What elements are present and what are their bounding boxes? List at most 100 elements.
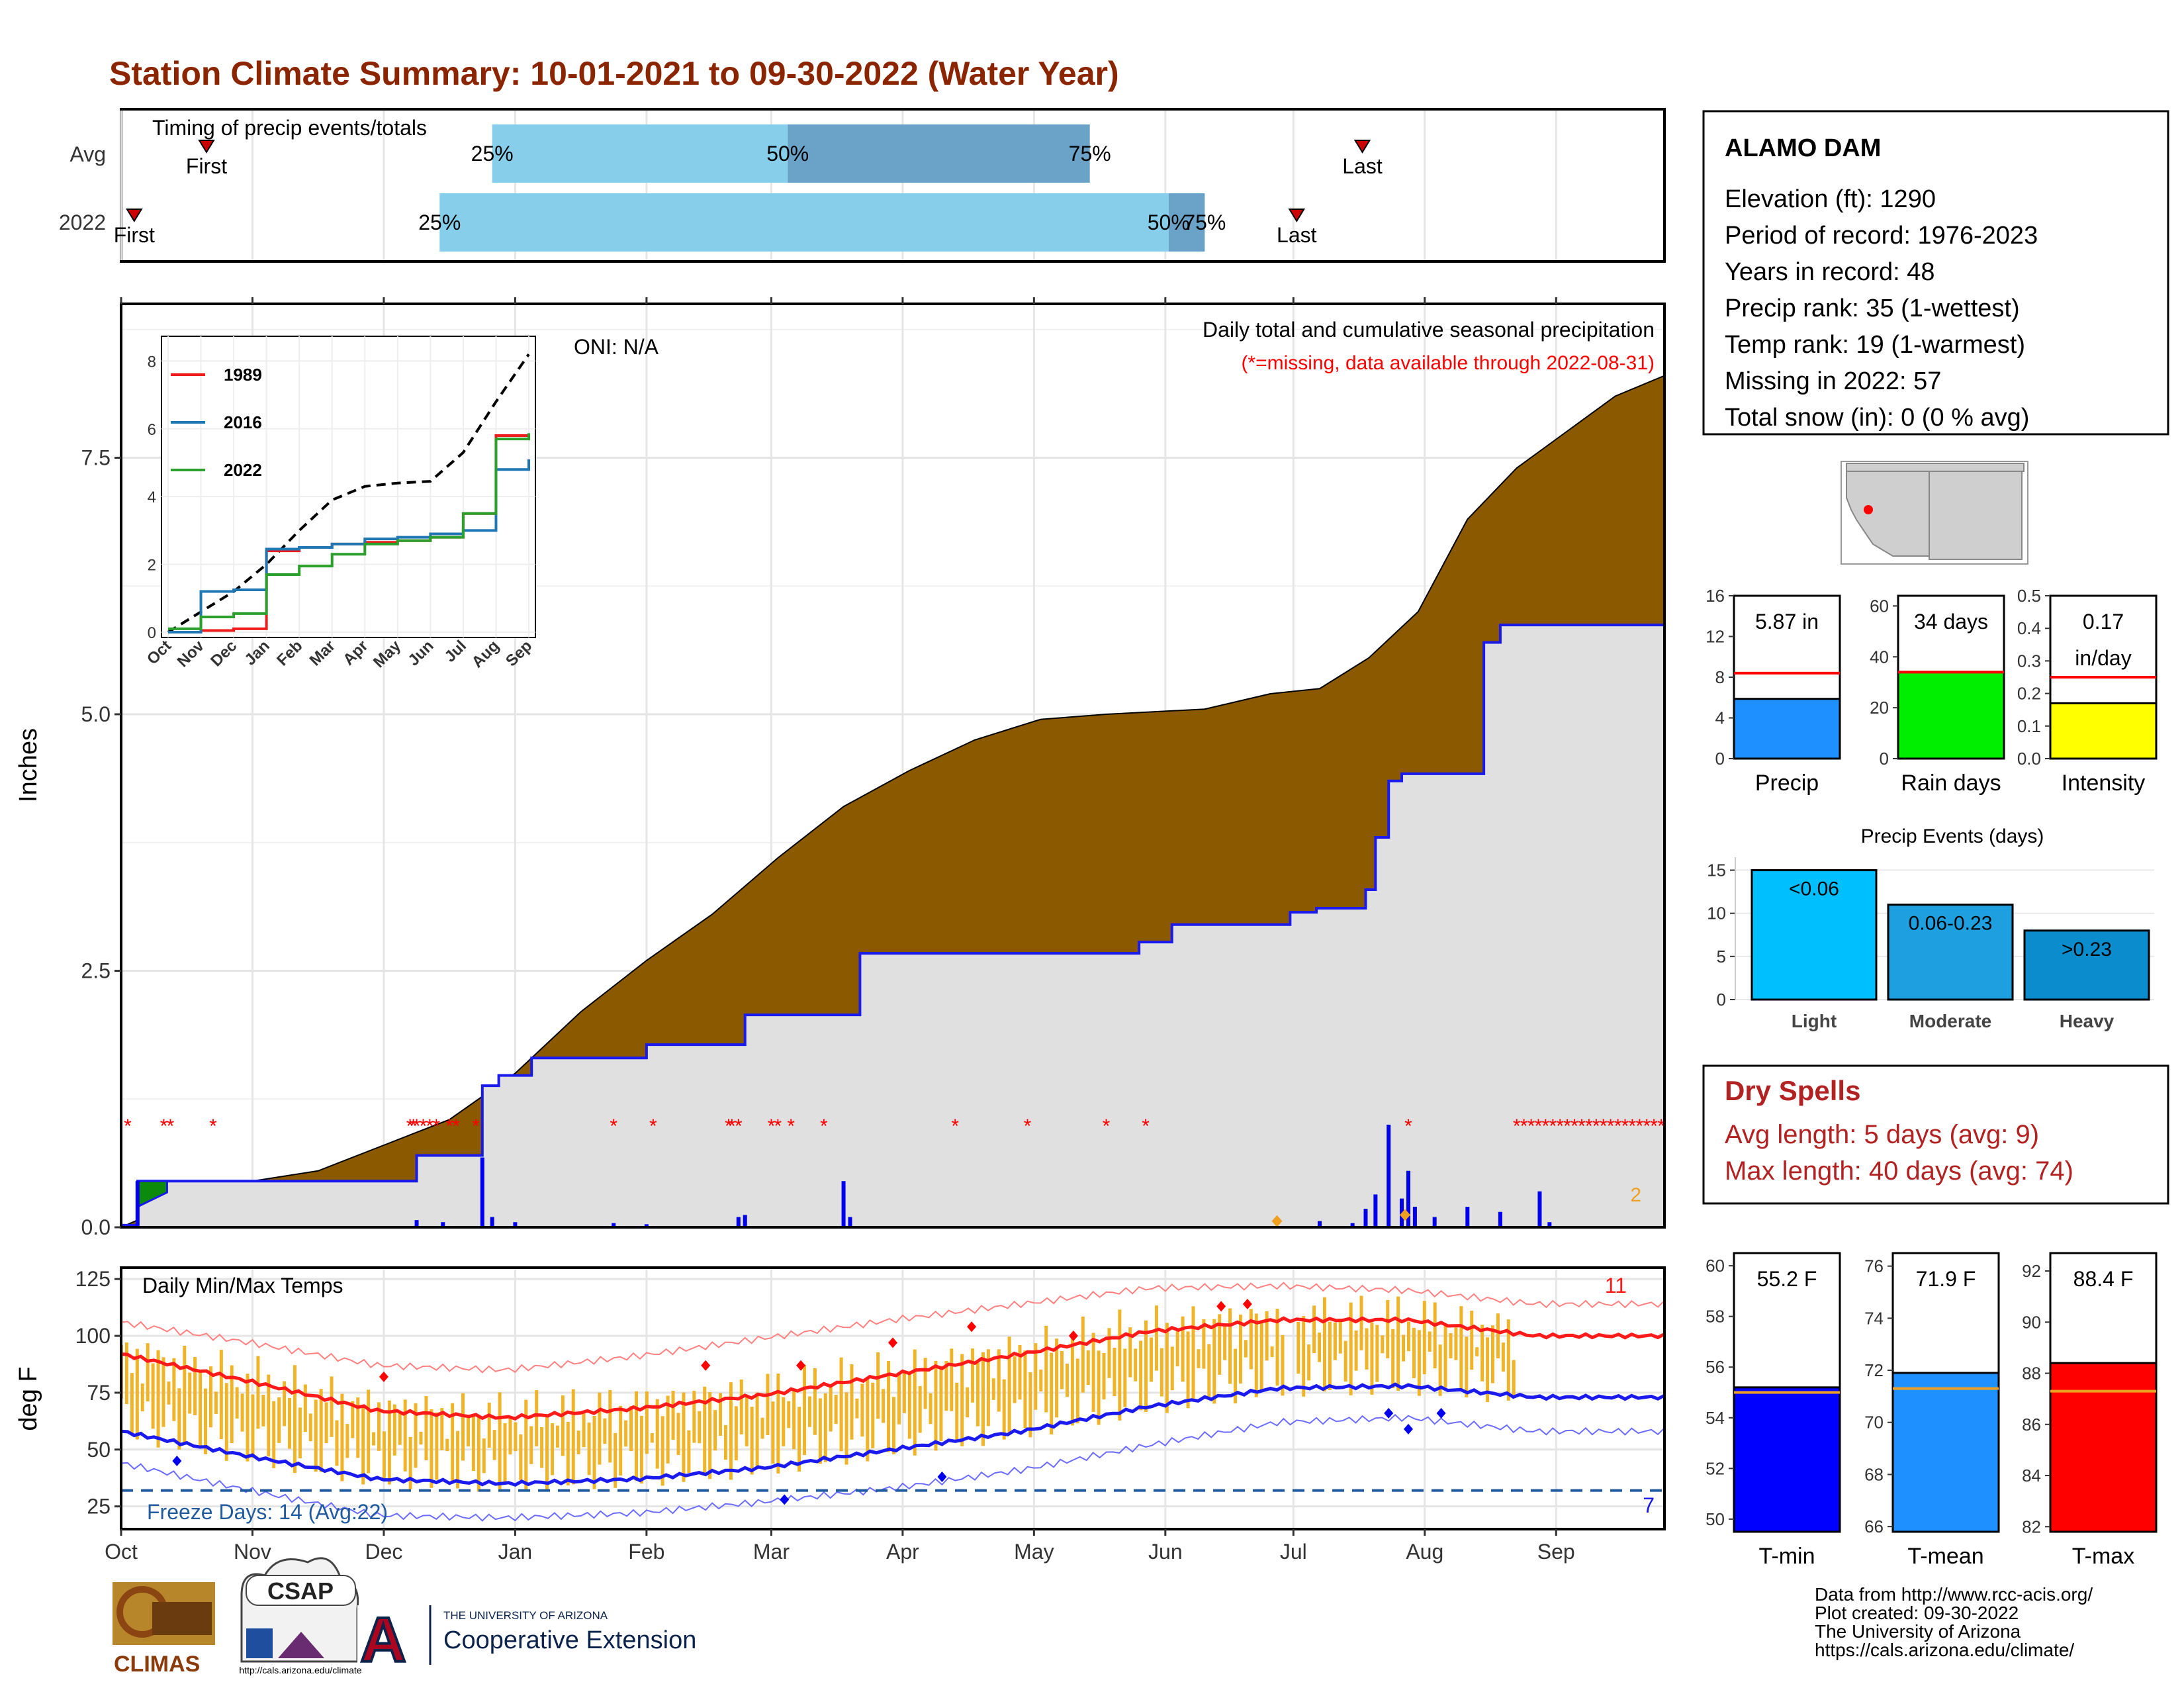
daily-temp-bar [1281, 1335, 1285, 1396]
daily-temp-bar [267, 1374, 271, 1457]
precip-heading: Daily total and cumulative seasonal prec… [1203, 318, 1655, 342]
inset-avg-line [167, 353, 530, 633]
daily-temp-bar [850, 1364, 854, 1440]
inset-ytick-label: 0 [148, 624, 156, 642]
tmin-summary-bar [1733, 1386, 1841, 1533]
daily-temp-bar [1028, 1372, 1032, 1438]
daily-temp-bar [882, 1389, 886, 1423]
daily-temp-bar [1312, 1305, 1316, 1354]
daily-temp-bar [866, 1378, 870, 1462]
daily-temp-bar [124, 1342, 128, 1405]
precip-summary-tick-label: 8 [1715, 667, 1725, 687]
precip-corner-count: 2 [1630, 1184, 1641, 1206]
dry-spells-max: Max length: 40 days (avg: 74) [1725, 1156, 2073, 1186]
intensity-summary-tick-label: 0.1 [2017, 716, 2041, 736]
month-label: Nov [234, 1540, 271, 1564]
daily-temp-bar [1018, 1344, 1022, 1400]
daily-temp-bar [456, 1430, 460, 1489]
daily-temp-bar [471, 1415, 475, 1471]
daily-temp-bar [1170, 1346, 1174, 1391]
daily-temp-bar [440, 1408, 444, 1450]
daily-temp-bar [1254, 1313, 1258, 1397]
missing-marker: * [820, 1115, 828, 1137]
daily-temp-bar [598, 1392, 602, 1465]
daily-temp-bar [461, 1393, 465, 1461]
tmax-summary-bar [2049, 1362, 2158, 1533]
daily-temp-bar [1375, 1325, 1379, 1382]
daily-temp-bar [676, 1413, 680, 1456]
daily-temp-bar [1234, 1348, 1238, 1404]
timing-band-25-50 [492, 124, 788, 183]
record-min-line [120, 1413, 1665, 1522]
daily-temp-bar [303, 1384, 307, 1432]
daily-temp-bar [981, 1352, 985, 1446]
daily-temp-bar [1202, 1319, 1206, 1369]
tmax-summary-tick-label: 82 [2022, 1517, 2041, 1536]
daily-temp-bar [803, 1364, 807, 1456]
daily-precip-bar [743, 1215, 747, 1227]
daily-temp-bar [1128, 1327, 1132, 1378]
daily-temp-bar [986, 1349, 990, 1427]
station-name: ALAMO DAM [1725, 134, 1881, 162]
tmax-summary-tick-label: 84 [2022, 1466, 2041, 1485]
daily-temp-bar [1002, 1379, 1006, 1440]
record-high-marker [967, 1321, 977, 1333]
daily-temp-bar [219, 1350, 223, 1439]
daily-temp-bar [1118, 1309, 1122, 1421]
daily-precip-bar [1498, 1211, 1502, 1227]
trace-marker [1271, 1215, 1283, 1227]
timing-last-label: Last [1277, 223, 1317, 247]
missing-marker: * [1585, 1115, 1593, 1137]
timing-pct-label: 75% [1183, 211, 1226, 234]
daily-temp-bar [639, 1415, 643, 1484]
daily-temp-bar [224, 1383, 228, 1461]
daily-temp-bar [734, 1406, 738, 1461]
month-label: Sep [1537, 1540, 1575, 1564]
missing-marker: * [1527, 1115, 1535, 1137]
timing-pct-label: 75% [1069, 142, 1111, 165]
timing-row-2022: 2022 [59, 211, 106, 234]
daily-temp-bar [204, 1388, 208, 1454]
daily-temp-bar [1459, 1306, 1463, 1391]
daily-temp-bar [1406, 1321, 1410, 1352]
daily-temp-bar [1338, 1321, 1342, 1354]
daily-temp-bar [871, 1382, 875, 1448]
daily-temp-bar [146, 1343, 150, 1402]
daily-temp-bar [944, 1360, 948, 1411]
tmax-summary-label: T-max [2072, 1544, 2134, 1569]
station-location-dot [1864, 505, 1873, 514]
precip-ytick-label: 7.5 [81, 446, 111, 470]
daily-temp-bar [1060, 1350, 1064, 1389]
daily-temp-bar [1134, 1348, 1138, 1382]
daily-temp-bar [571, 1389, 575, 1485]
daily-temp-bar [766, 1374, 770, 1436]
tmin-summary-tick-label: 50 [1706, 1509, 1725, 1529]
tmax-summary-tick-label: 92 [2022, 1261, 2041, 1281]
daily-temp-bar [277, 1397, 281, 1443]
daily-temp-bar [540, 1427, 544, 1468]
daily-temp-bar [576, 1430, 580, 1455]
daily-temp-bar [1050, 1352, 1054, 1434]
daily-temp-bar [1144, 1320, 1148, 1413]
intensity-summary-value: 0.17 [2083, 610, 2124, 633]
daily-precip-bar [414, 1220, 419, 1227]
daily-temp-bar [1428, 1331, 1432, 1352]
record-high-marker [701, 1360, 711, 1371]
intensity-summary-tick-label: 0.5 [2017, 586, 2041, 606]
daily-temp-bar [891, 1397, 895, 1454]
daily-temp-bar [1044, 1325, 1048, 1413]
timing-first-marker [198, 140, 215, 154]
daily-temp-bar [199, 1372, 203, 1446]
daily-temp-bar [372, 1432, 376, 1446]
daily-temp-bar [1149, 1337, 1153, 1382]
daily-temp-bar [666, 1395, 670, 1464]
daily-temp-bar [782, 1397, 786, 1446]
daily-temp-bar [823, 1393, 827, 1462]
daily-temp-bar [660, 1416, 664, 1486]
daily-temp-bar [1165, 1323, 1169, 1413]
temp-panel: 25 50 75 100 125 Oct Nov Dec Jan Feb Mar Apr May Jun J… [15, 1266, 1666, 1564]
missing-marker: * [728, 1115, 736, 1137]
daily-temp-bar [650, 1432, 654, 1443]
daily-temp-bar [818, 1398, 822, 1464]
